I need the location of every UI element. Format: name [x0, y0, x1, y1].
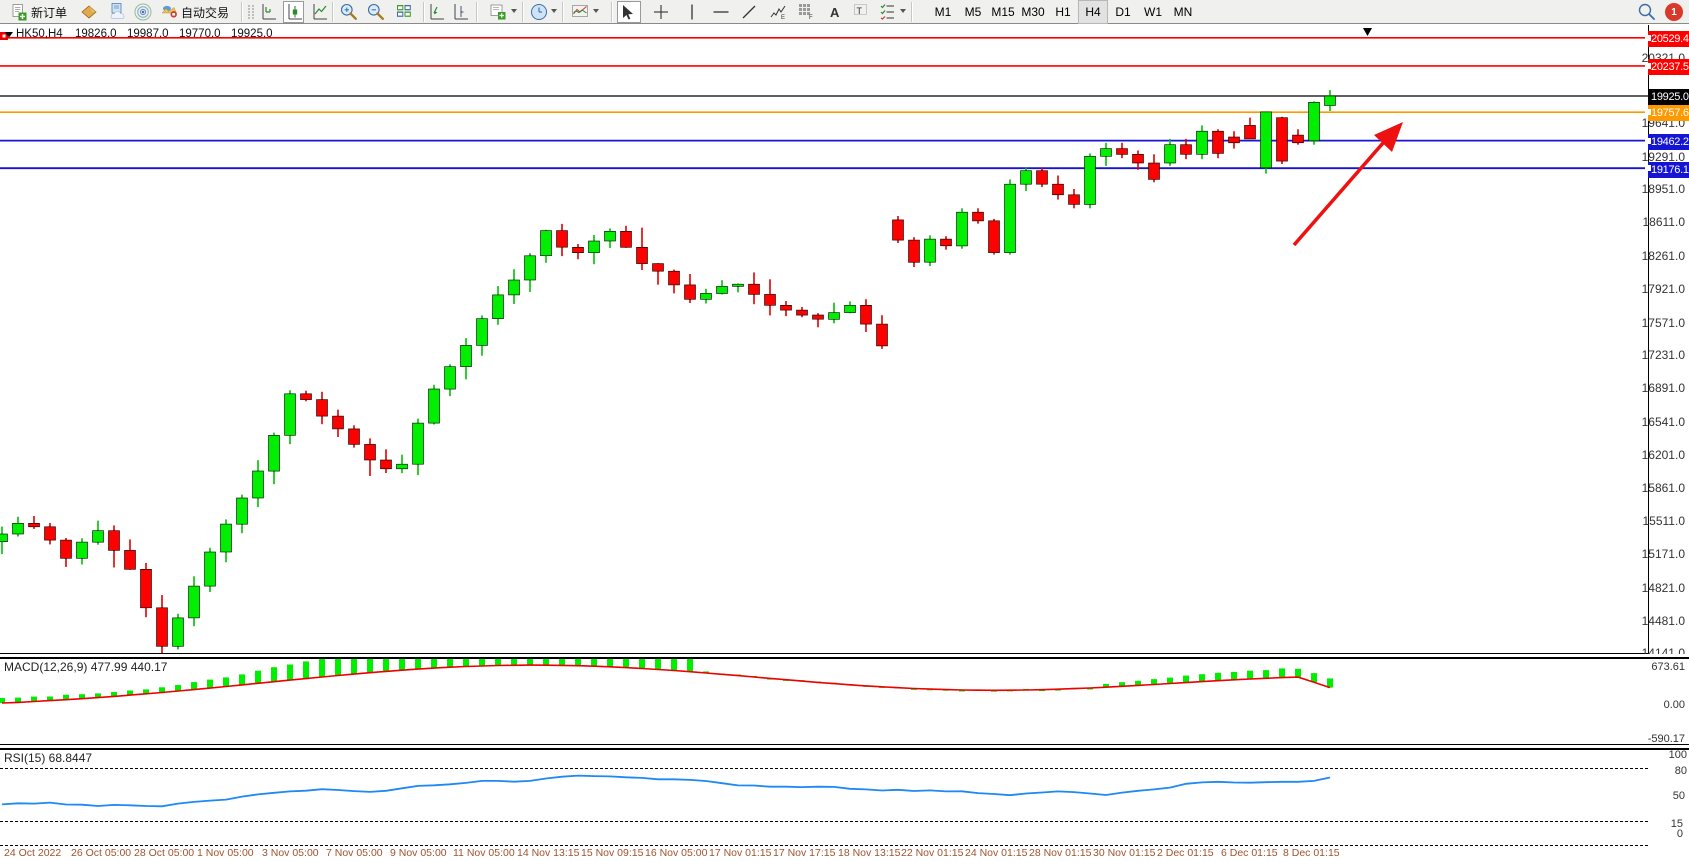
svg-text:19925.0: 19925.0 — [231, 28, 273, 40]
svg-text:HK50,H4: HK50,H4 — [16, 28, 63, 40]
svg-text:19770.0: 19770.0 — [179, 28, 221, 40]
svg-text:T: T — [857, 6, 863, 16]
svg-text:19987.0: 19987.0 — [127, 28, 169, 40]
svg-text:A: A — [830, 5, 840, 20]
svg-text:19826.0: 19826.0 — [75, 28, 117, 40]
svg-text:F: F — [809, 15, 813, 21]
svg-text:E: E — [781, 15, 785, 21]
